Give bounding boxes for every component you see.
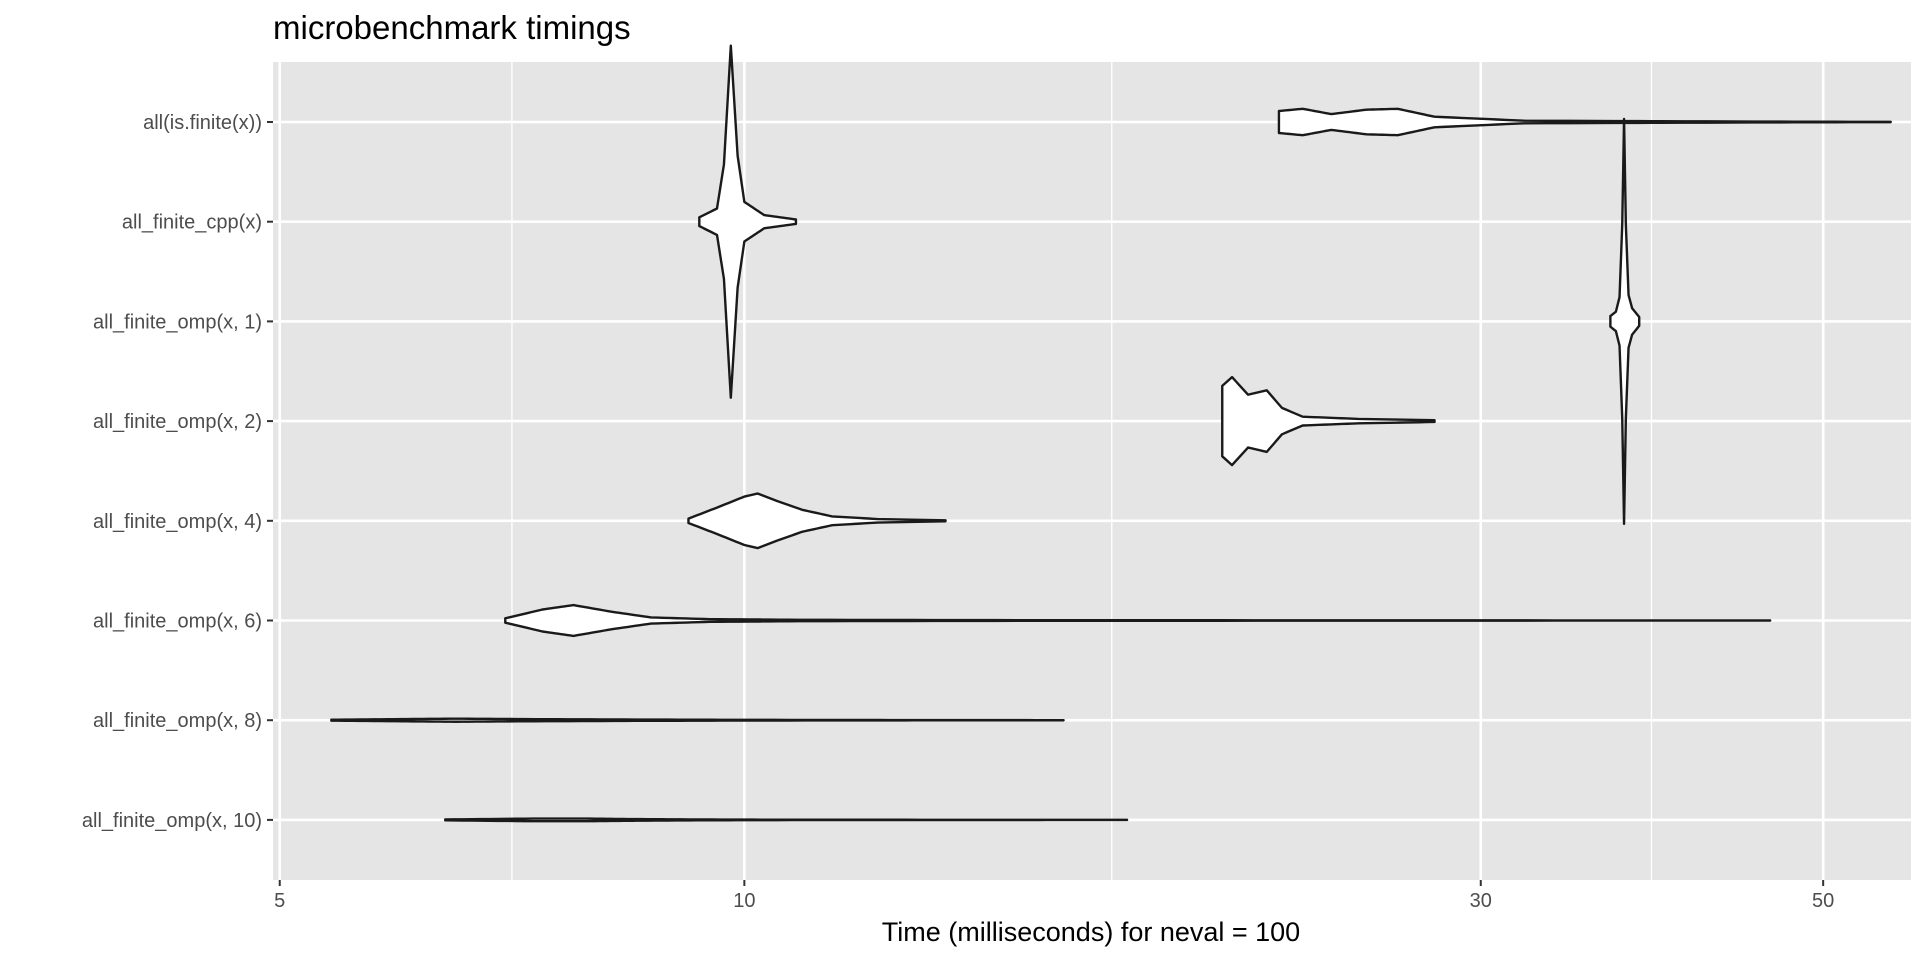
x-axis-title: Time (milliseconds) for neval = 100 [882, 917, 1300, 947]
plot-panel [273, 62, 1911, 880]
y-tick-label: all_finite_omp(x, 10) [82, 810, 262, 832]
violin-3 [687, 492, 947, 550]
violin-4 [1221, 375, 1436, 467]
violin-1 [330, 717, 1065, 723]
y-axis: all_finite_omp(x, 10) all_finite_omp(x, 8… [82, 112, 273, 832]
violin-6 [698, 44, 798, 399]
x-tick-label: 50 [1812, 890, 1834, 912]
y-tick-label: all_finite_omp(x, 4) [93, 511, 262, 533]
y-tick-label: all_finite_omp(x, 2) [93, 411, 262, 433]
x-axis: 5 10 30 50 [274, 880, 1834, 912]
violin-2 [504, 603, 1772, 638]
x-tick-label: 30 [1470, 890, 1492, 912]
y-tick-label: all_finite_cpp(x) [122, 212, 262, 234]
violins [330, 44, 1892, 823]
minor-gridlines [511, 62, 1653, 880]
y-tick-label: all_finite_omp(x, 1) [93, 311, 262, 333]
x-tick-label: 5 [274, 890, 285, 912]
violin-0 [444, 817, 1129, 823]
violin-5 [1609, 117, 1641, 525]
y-tick-label: all_finite_omp(x, 6) [93, 611, 262, 633]
x-tick-label: 10 [733, 890, 755, 912]
chart-title: microbenchmark timings [273, 9, 631, 46]
y-tick-label: all_finite_omp(x, 8) [93, 710, 262, 732]
y-tick-label: all(is.finite(x)) [143, 112, 262, 134]
violin-7 [1277, 107, 1892, 137]
